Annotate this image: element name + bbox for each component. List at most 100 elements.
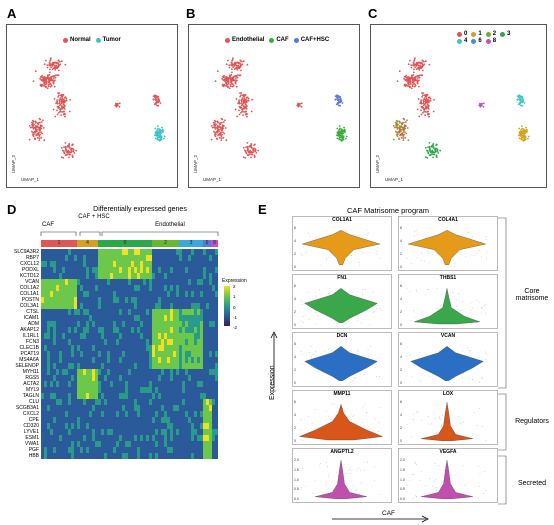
violin-jitter-point [414, 235, 415, 237]
heatmap-cell [203, 375, 206, 382]
heatmap-cell [104, 441, 107, 448]
heatmap-cell [80, 273, 83, 280]
heatmap-cell [209, 333, 212, 340]
heatmap-cell [215, 285, 218, 292]
heatmap-cell [122, 435, 125, 442]
umap-point [417, 80, 419, 82]
heatmap-cell [191, 351, 194, 358]
heatmap-cell [50, 441, 53, 448]
umap-point [43, 139, 46, 142]
heatmap-cell [59, 303, 62, 310]
heatmap-cell [215, 441, 218, 448]
umap-point [61, 149, 64, 152]
heatmap-cell [107, 393, 110, 400]
umap-point [32, 131, 34, 134]
heatmap-cell [41, 381, 44, 388]
x-axis-label: UMAP_1 [385, 177, 404, 182]
heatmap-cell [203, 369, 206, 376]
heatmap-cell [188, 267, 191, 274]
violin-jitter-point [353, 378, 355, 379]
umap-point [419, 62, 422, 65]
umap-point [402, 139, 405, 141]
umap-point [244, 98, 247, 101]
violin-gene-label: THBS1 [439, 275, 457, 281]
legend-swatch [500, 31, 506, 37]
heatmap-cell [203, 321, 206, 328]
heatmap-cell [119, 363, 122, 370]
heatmap-cell [176, 387, 179, 394]
heatmap-cell [155, 435, 158, 442]
heatmap-cell [164, 297, 167, 304]
heatmap-cell [119, 291, 122, 298]
violin-jitter-point [479, 472, 481, 474]
violin-jitter-point [479, 381, 480, 383]
violin-jitter-point [464, 235, 466, 237]
umap-point [342, 138, 345, 141]
heatmap-cell [209, 321, 212, 328]
heatmap-cell [86, 399, 89, 406]
heatmap-cell [119, 249, 122, 256]
heatmap-cell [86, 309, 89, 316]
heatmap-cell [119, 279, 122, 286]
heatmap-cell [41, 399, 44, 406]
heatmap-cell [65, 303, 68, 310]
umap-point [234, 108, 237, 111]
heatmap-cell [77, 309, 80, 316]
violin-jitter-point [308, 232, 309, 234]
heatmap-cell [56, 297, 59, 304]
umap-point [51, 65, 54, 67]
heatmap-cell [47, 333, 50, 340]
umap-point [46, 64, 49, 66]
heatmap-cell [149, 351, 152, 358]
heatmap-cell [86, 261, 89, 268]
heatmap-cell [179, 303, 182, 310]
heatmap-cell [125, 255, 128, 262]
violin-jitter-point [413, 414, 415, 415]
umap-point [405, 74, 407, 77]
umap-point [339, 104, 341, 107]
violin-jitter-point [359, 481, 361, 483]
heatmap-cell [110, 411, 113, 418]
heatmap-cell [89, 399, 92, 406]
umap-point [240, 100, 243, 103]
heatmap-cell [155, 261, 158, 268]
heatmap-cell [50, 273, 53, 280]
heatmap-cell [176, 369, 179, 376]
heatmap-cell [95, 417, 98, 424]
heatmap-cell [89, 375, 92, 382]
heatmap-cell [206, 267, 209, 274]
heatmap-cell [209, 285, 212, 292]
umap-point [396, 131, 398, 134]
violin-jitter-point [377, 247, 378, 248]
heatmap-cell [173, 249, 176, 256]
umap-point [236, 67, 239, 70]
heatmap-cell [92, 435, 95, 442]
heatmap-cell [122, 405, 125, 412]
heatmap-cell [191, 435, 194, 442]
violin-jitter-point [441, 294, 443, 295]
heatmap-cell [170, 357, 173, 364]
umap-point [425, 149, 428, 152]
heatmap-cell [182, 393, 185, 400]
heatmap-cell [206, 345, 209, 352]
heatmap-cell [56, 375, 59, 382]
heatmap-cell [170, 399, 173, 406]
umap-point [37, 126, 40, 129]
legend-swatch [293, 37, 299, 43]
umap-point [523, 134, 526, 136]
heatmap-cell [89, 405, 92, 412]
heatmap-cell [134, 453, 137, 459]
umap-point [241, 97, 244, 99]
heatmap-cell [41, 267, 44, 274]
umap-point [398, 137, 400, 140]
umap-point [524, 132, 527, 135]
heatmap-cell [155, 423, 158, 430]
legend-label: Tumor [102, 37, 121, 43]
heatmap-cell [170, 267, 173, 274]
heatmap-cell [185, 393, 188, 400]
violin-jitter-point [365, 412, 367, 413]
heatmap-cell [89, 435, 92, 442]
umap-point [236, 68, 239, 71]
heatmap-cell [62, 267, 65, 274]
heatmap-cell [152, 261, 155, 268]
